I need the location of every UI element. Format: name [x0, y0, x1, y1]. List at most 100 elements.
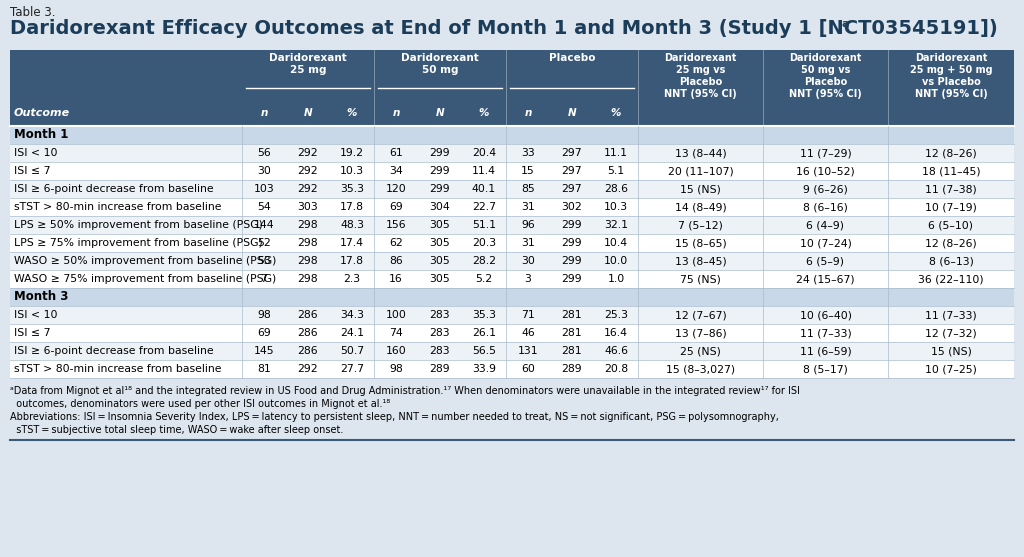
Text: 305: 305	[430, 274, 451, 284]
Text: 9 (6–26): 9 (6–26)	[803, 184, 848, 194]
Text: Daridorexant Efficacy Outcomes at End of Month 1 and Month 3 (Study 1 [NCT035451: Daridorexant Efficacy Outcomes at End of…	[10, 19, 997, 38]
Bar	[10, 234, 1014, 252]
Text: 31: 31	[521, 202, 535, 212]
Text: 17.8: 17.8	[340, 202, 364, 212]
Text: Month 1: Month 1	[14, 129, 69, 141]
Text: 17.8: 17.8	[340, 256, 364, 266]
Text: 24.1: 24.1	[340, 328, 364, 338]
Text: 15 (NS): 15 (NS)	[931, 346, 972, 356]
Text: ISI < 10: ISI < 10	[14, 148, 57, 158]
Bar	[10, 180, 1014, 198]
Text: 26.1: 26.1	[472, 328, 496, 338]
Text: 302: 302	[561, 202, 583, 212]
Text: 299: 299	[430, 166, 451, 176]
Text: 56.5: 56.5	[472, 346, 496, 356]
Text: Month 3: Month 3	[14, 291, 69, 304]
Text: 22.7: 22.7	[472, 202, 496, 212]
Text: 144: 144	[254, 220, 274, 230]
Text: WASO ≥ 75% improvement from baseline (PSG): WASO ≥ 75% improvement from baseline (PS…	[14, 274, 276, 284]
Text: 145: 145	[254, 346, 274, 356]
Text: 283: 283	[430, 346, 451, 356]
Text: 25.3: 25.3	[604, 310, 628, 320]
Text: 11 (7–33): 11 (7–33)	[925, 310, 977, 320]
Text: 48.3: 48.3	[340, 220, 364, 230]
Text: 10.0: 10.0	[604, 256, 628, 266]
Text: 32.1: 32.1	[604, 220, 628, 230]
Bar	[10, 50, 1014, 126]
Bar	[10, 270, 1014, 288]
Text: 156: 156	[386, 220, 407, 230]
Text: 2.3: 2.3	[343, 274, 360, 284]
Text: ISI ≤ 7: ISI ≤ 7	[14, 328, 50, 338]
Bar	[10, 342, 1014, 360]
Text: N: N	[304, 108, 312, 118]
Text: 20 (11–107): 20 (11–107)	[668, 166, 733, 176]
Text: 292: 292	[298, 148, 318, 158]
Text: 31: 31	[521, 238, 535, 248]
Text: 103: 103	[254, 184, 274, 194]
Text: 299: 299	[430, 184, 451, 194]
Text: 286: 286	[298, 346, 318, 356]
Text: 69: 69	[257, 328, 271, 338]
Bar	[10, 360, 1014, 378]
Text: Daridorexant
50 mg: Daridorexant 50 mg	[401, 53, 479, 75]
Text: 16: 16	[389, 274, 402, 284]
Text: Abbreviations: ISI = Insomnia Severity Index, LPS = latency to persistent sleep,: Abbreviations: ISI = Insomnia Severity I…	[10, 412, 779, 422]
Text: 50.7: 50.7	[340, 346, 365, 356]
Text: 7 (5–12): 7 (5–12)	[678, 220, 723, 230]
Text: 298: 298	[298, 274, 318, 284]
Text: N: N	[567, 108, 577, 118]
Text: 305: 305	[430, 238, 451, 248]
Text: 281: 281	[562, 310, 583, 320]
Text: ISI ≤ 7: ISI ≤ 7	[14, 166, 50, 176]
Text: 15 (8–3,027): 15 (8–3,027)	[666, 364, 735, 374]
Text: 11 (7–33): 11 (7–33)	[800, 328, 851, 338]
Text: 286: 286	[298, 328, 318, 338]
Text: 11 (7–38): 11 (7–38)	[925, 184, 977, 194]
Text: 305: 305	[430, 256, 451, 266]
Text: 15 (NS): 15 (NS)	[680, 184, 721, 194]
Text: ISI < 10: ISI < 10	[14, 310, 57, 320]
Text: 98: 98	[257, 310, 271, 320]
Text: 20.3: 20.3	[472, 238, 496, 248]
Text: 299: 299	[562, 256, 583, 266]
Text: %: %	[347, 108, 357, 118]
Text: Daridorexant
25 mg + 50 mg
vs Placebo
NNT (95% CI): Daridorexant 25 mg + 50 mg vs Placebo NN…	[909, 53, 992, 99]
Text: %: %	[479, 108, 489, 118]
Text: Daridorexant
25 mg vs
Placebo
NNT (95% CI): Daridorexant 25 mg vs Placebo NNT (95% C…	[665, 53, 737, 99]
Text: 281: 281	[562, 328, 583, 338]
Text: 281: 281	[562, 346, 583, 356]
Text: Daridorexant
50 mg vs
Placebo
NNT (95% CI): Daridorexant 50 mg vs Placebo NNT (95% C…	[790, 53, 862, 99]
Bar	[10, 144, 1014, 162]
Text: 303: 303	[298, 202, 318, 212]
Text: 10.4: 10.4	[604, 238, 628, 248]
Text: 298: 298	[298, 220, 318, 230]
Text: 12 (7–32): 12 (7–32)	[925, 328, 977, 338]
Text: 100: 100	[386, 310, 407, 320]
Text: 297: 297	[562, 166, 583, 176]
Text: 286: 286	[298, 310, 318, 320]
Text: 28.2: 28.2	[472, 256, 496, 266]
Text: 5.2: 5.2	[475, 274, 493, 284]
Text: 7: 7	[260, 274, 267, 284]
Text: 33.9: 33.9	[472, 364, 496, 374]
Text: 75 (NS): 75 (NS)	[680, 274, 721, 284]
Text: 34.3: 34.3	[340, 310, 364, 320]
Text: 12 (8–26): 12 (8–26)	[925, 148, 977, 158]
Text: 36 (22–110): 36 (22–110)	[919, 274, 984, 284]
Text: 292: 292	[298, 166, 318, 176]
Bar	[10, 288, 1014, 306]
Text: 11.1: 11.1	[604, 148, 628, 158]
Text: 11 (7–29): 11 (7–29)	[800, 148, 851, 158]
Text: 54: 54	[257, 202, 271, 212]
Text: 8 (6–13): 8 (6–13)	[929, 256, 974, 266]
Text: 10.3: 10.3	[340, 166, 365, 176]
Text: 71: 71	[521, 310, 535, 320]
Text: 299: 299	[562, 274, 583, 284]
Bar	[10, 126, 1014, 144]
Text: 304: 304	[430, 202, 451, 212]
Text: 12 (8–26): 12 (8–26)	[925, 238, 977, 248]
Text: 46: 46	[521, 328, 535, 338]
Text: 3: 3	[524, 274, 531, 284]
Text: 20.8: 20.8	[604, 364, 628, 374]
